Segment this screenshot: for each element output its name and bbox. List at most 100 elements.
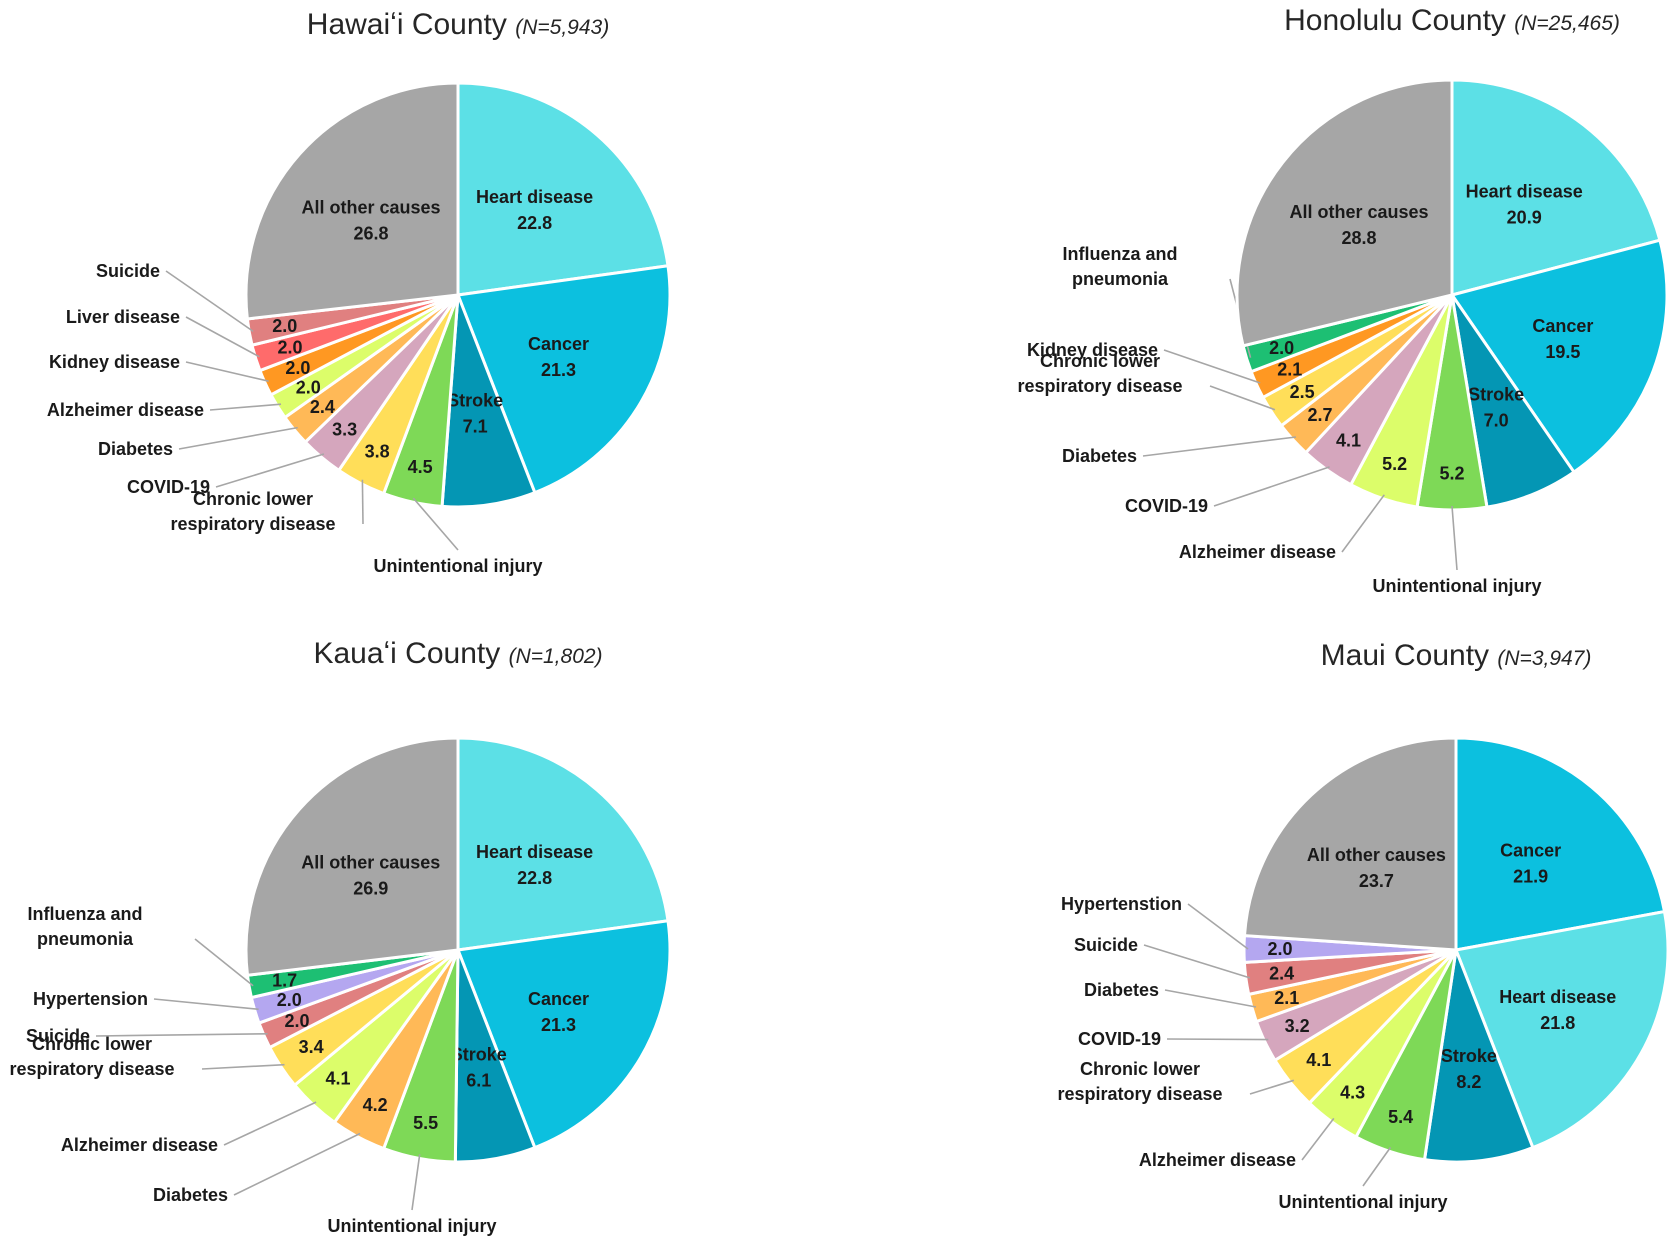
slice-label-diabetes: Diabetes (1084, 980, 1159, 1000)
leader-line (1187, 903, 1249, 950)
slice-value-covid-19: 4.1 (1336, 430, 1361, 450)
slice-value-suicide: 2.0 (284, 1011, 309, 1031)
pie-panel-maui-county: Maui County (N=3,947) Cancer 21.9 Heart dis… (1057, 639, 1670, 1212)
pie-slice-heart-disease (1450, 78, 1662, 297)
chart-title-text: Maui County (1321, 639, 1498, 672)
slice-value-influenza-and-pneumonia: 2.0 (1269, 338, 1294, 358)
leader-line (215, 453, 325, 488)
slice-label-heart-disease: Heart disease (1499, 987, 1616, 1007)
slice-value-stroke: 7.0 (1484, 411, 1509, 431)
slice-label-covid-19: COVID-19 (1125, 496, 1208, 516)
slice-label-unintentional-injury: Unintentional injury (1279, 1192, 1448, 1212)
slice-label-line: Alzheimer disease (61, 1135, 218, 1155)
slice-label-hypertension: Hypertension (33, 989, 148, 1009)
pie-slice-heart-disease (456, 736, 670, 952)
slice-label-influenza-and-pneumonia: Influenza and pneumonia (27, 904, 142, 949)
leader-line (223, 1101, 317, 1146)
slice-value-chronic-lower-respiratory-disease: 4.1 (1306, 1050, 1331, 1070)
slice-label-all-other-causes: All other causes (301, 197, 440, 217)
leader-line (1166, 1038, 1269, 1041)
leader-line (185, 316, 260, 358)
slice-label-line: Diabetes (98, 439, 173, 459)
slice-label-kidney-disease: Kidney disease (1027, 340, 1158, 360)
chart-subtitle: (N=25,465) (1514, 12, 1620, 35)
slice-label-diabetes: Diabetes (1062, 446, 1137, 466)
slice-label-suicide: Suicide (1074, 935, 1138, 955)
slice-label-line: Diabetes (1084, 980, 1159, 1000)
slice-value-chronic-lower-respiratory-disease: 3.8 (365, 441, 390, 461)
slice-value-diabetes: 2.7 (1307, 405, 1332, 425)
slice-value-stroke: 6.1 (466, 1071, 491, 1091)
pie-slice-cancer (455, 264, 672, 495)
pie-panel-kaua-i-county: Kauaʻi County (N=1,802) Heart disease 22.8… (9, 637, 672, 1236)
slice-label-line: Alzheimer disease (1179, 542, 1336, 562)
slice-label-line: Kidney disease (49, 352, 180, 372)
slice-label-line: Chronic lower (1080, 1059, 1200, 1079)
slice-value-heart-disease: 22.8 (517, 868, 552, 888)
slice-value-unintentional-injury: 5.5 (413, 1113, 438, 1133)
slice-label-chronic-lower-respiratory-disease: Chronic lower respiratory disease (1057, 1059, 1222, 1104)
slice-label-line: Chronic lower (193, 489, 313, 509)
slice-label-diabetes: Diabetes (98, 439, 173, 459)
slice-label-influenza-and-pneumonia: Influenza and pneumonia (1062, 244, 1177, 289)
leader-line (1164, 989, 1257, 1008)
slice-value-chronic-lower-respiratory-disease: 3.4 (299, 1037, 324, 1057)
leader-line (178, 426, 298, 450)
leader-line (1142, 436, 1296, 457)
leader-line (1209, 385, 1276, 411)
slice-label-cancer: Cancer (528, 334, 589, 354)
pie-slice-all-other-causes (244, 736, 460, 977)
slice-label-alzheimer-disease: Alzheimer disease (47, 400, 204, 420)
slice-value-unintentional-injury: 5.2 (1439, 463, 1464, 483)
slice-label-alzheimer-disease: Alzheimer disease (1139, 1150, 1296, 1170)
slice-label-line: Suicide (96, 261, 160, 281)
slice-label-line: Alzheimer disease (1139, 1150, 1296, 1170)
leader-line (1341, 494, 1385, 553)
slice-label-line: Unintentional injury (328, 1216, 497, 1236)
pie-slice-heart-disease (1453, 909, 1670, 1150)
slice-label-line: respiratory disease (9, 1059, 174, 1079)
slice-label-line: COVID-19 (1125, 496, 1208, 516)
leader-line (1213, 466, 1330, 507)
slice-label-line: pneumonia (1072, 269, 1169, 289)
slice-label-line: Diabetes (153, 1185, 228, 1205)
leader-line (361, 479, 364, 525)
slice-label-suicide: Suicide (26, 1026, 90, 1046)
slice-value-covid-19: 3.2 (1285, 1016, 1310, 1036)
slice-label-line: Diabetes (1062, 446, 1137, 466)
pie-slice-all-other-causes (1242, 736, 1458, 952)
pie-slice-cancer (455, 919, 672, 1150)
slice-label-unintentional-injury: Unintentional injury (374, 556, 543, 576)
slice-value-kidney-disease: 2.1 (1277, 360, 1302, 380)
slice-value-diabetes: 2.1 (1274, 988, 1299, 1008)
slice-value-suicide: 2.0 (272, 316, 297, 336)
chart-title: Maui County (N=3,947) (1321, 639, 1592, 672)
slice-value-covid-19: 3.3 (332, 420, 357, 440)
slice-label-chronic-lower-respiratory-disease: Chronic lower respiratory disease (9, 1034, 174, 1079)
slice-label-cancer: Cancer (1500, 840, 1561, 860)
leader-line (153, 998, 259, 1011)
slice-value-all-other-causes: 26.8 (353, 223, 388, 243)
slice-value-alzheimer-disease: 2.0 (296, 377, 321, 397)
leader-line (1362, 1146, 1392, 1187)
leader-line (233, 1132, 361, 1196)
pie-slice-cancer (1449, 238, 1669, 475)
slice-label-kidney-disease: Kidney disease (49, 352, 180, 372)
slice-value-kidney-disease: 2.0 (285, 358, 310, 378)
slice-label-diabetes: Diabetes (153, 1185, 228, 1205)
slice-label-all-other-causes: All other causes (1289, 202, 1428, 222)
slice-value-unintentional-injury: 4.5 (408, 457, 433, 477)
slice-label-line: COVID-19 (127, 477, 210, 497)
chart-title-text: Kauaʻi County (313, 637, 508, 670)
slice-value-diabetes: 4.2 (363, 1095, 388, 1115)
slice-label-cancer: Cancer (528, 989, 589, 1009)
leader-line (209, 403, 282, 411)
slice-label-line: Hypertenstion (1061, 894, 1182, 914)
leader-line (411, 1154, 421, 1211)
pie-slice-all-other-causes (1235, 78, 1454, 348)
pie-slice-cancer (1454, 736, 1667, 952)
chart-title: Honolulu County (N=25,465) (1284, 4, 1620, 37)
slice-value-heart-disease: 21.8 (1540, 1013, 1575, 1033)
slice-label-line: Alzheimer disease (47, 400, 204, 420)
